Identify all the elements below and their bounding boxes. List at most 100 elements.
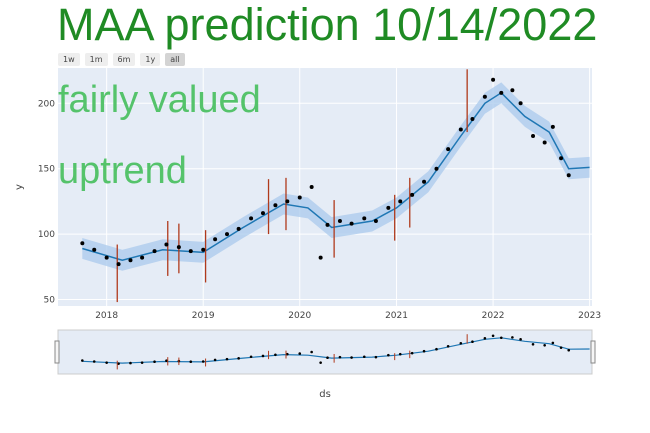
range-handle-right (590, 340, 596, 364)
y-tick-label: 100 (38, 230, 55, 240)
range-actual-point (362, 355, 366, 359)
range-actual-point (338, 355, 342, 359)
actual-point (273, 203, 278, 208)
x-tick-label: 2022 (482, 311, 505, 321)
actual-point (542, 140, 547, 145)
range-actual-point (519, 338, 522, 341)
actual-point (92, 247, 97, 252)
range-actual-point (81, 359, 84, 362)
actual-point (398, 199, 403, 204)
range-actual-point (471, 340, 474, 344)
actual-point (201, 247, 206, 252)
range-actual-point (249, 355, 253, 359)
actual-point (249, 216, 254, 221)
actual-point (491, 77, 496, 82)
range-actual-point (410, 351, 414, 355)
range-actual-point (499, 336, 503, 340)
range-button-all[interactable]: all (165, 53, 185, 66)
range-actual-point (483, 337, 487, 340)
range-actual-point (350, 356, 353, 359)
actual-point (128, 258, 133, 263)
actual-point (225, 232, 230, 237)
range-actual-point (310, 350, 313, 354)
x-axis-title: ds (319, 389, 331, 400)
forecast-line (82, 91, 590, 261)
actual-point (176, 245, 181, 250)
y-tick-label: 50 (44, 295, 56, 305)
y-tick-label: 150 (38, 165, 55, 175)
range-actual-point (189, 360, 193, 363)
range-actual-point (92, 360, 96, 363)
range-actual-point (225, 357, 229, 361)
actual-point (470, 117, 475, 121)
actual-point (566, 173, 571, 178)
annotation-trend: uptrend (58, 150, 187, 192)
range-actual-point (261, 354, 265, 358)
actual-point (309, 185, 314, 189)
actual-point (188, 249, 193, 254)
x-tick-label: 2018 (95, 311, 118, 321)
actual-point (236, 226, 241, 231)
actual-point (362, 216, 367, 221)
x-tick-label: 2023 (578, 311, 601, 321)
range-actual-point (298, 352, 302, 355)
actual-point (337, 219, 342, 223)
range-actual-point (551, 341, 555, 345)
annotation-valuation: fairly valued (58, 79, 261, 121)
range-actual-point (559, 346, 563, 349)
actual-point (325, 222, 330, 227)
actual-point (458, 127, 463, 132)
range-button-1m[interactable]: 1m (84, 53, 108, 66)
range-handle-left (54, 340, 60, 364)
page-title: MAA prediction 10/14/2022 (57, 0, 598, 50)
range-button-6m[interactable]: 6m (112, 53, 136, 66)
actual-point (213, 237, 218, 242)
range-actual-point (398, 352, 402, 356)
range-actual-point (213, 358, 217, 362)
range-actual-point (140, 361, 144, 364)
x-tick-label: 2020 (288, 311, 311, 321)
actual-point (410, 192, 415, 197)
range-button-1w[interactable]: 1w (58, 53, 80, 66)
range-forecast-line (82, 337, 590, 364)
range-actual-point (387, 353, 390, 357)
actual-point (518, 101, 523, 106)
actual-point (531, 134, 536, 138)
actual-point (559, 156, 564, 161)
range-actual-point (319, 361, 322, 364)
range-actual-point (129, 361, 132, 365)
range-actual-point (531, 342, 535, 346)
y-tick-label: 200 (38, 99, 55, 109)
actual-point (297, 195, 302, 200)
actual-point (499, 90, 504, 95)
x-tick-label: 2019 (192, 311, 215, 321)
actual-point (80, 241, 85, 246)
range-actual-point (165, 359, 168, 363)
range-actual-point (201, 360, 205, 363)
actual-point (140, 255, 145, 260)
actual-point (152, 249, 157, 254)
actual-point (260, 211, 265, 216)
actual-point (422, 179, 427, 184)
range-actual-point (459, 341, 463, 345)
range-actual-point (326, 356, 329, 360)
actual-point (164, 242, 169, 247)
range-actual-point (543, 343, 546, 347)
actual-point (510, 88, 515, 93)
actual-point (116, 262, 121, 267)
range-button-1y[interactable]: 1y (140, 53, 161, 66)
range-actual-point (237, 357, 240, 360)
actual-point (349, 221, 354, 226)
actual-point (550, 124, 555, 129)
range-actual-point (435, 347, 438, 351)
actual-point (446, 147, 451, 152)
actual-point (434, 166, 439, 171)
range-actual-point (567, 348, 571, 352)
range-actual-point (374, 355, 378, 359)
actual-point (386, 205, 391, 210)
range-actual-point (274, 353, 277, 357)
range-selector: 1w 1m 6m 1y all (58, 53, 185, 66)
range-actual-point (117, 362, 120, 365)
range-actual-point (153, 360, 156, 363)
actual-point (482, 94, 487, 99)
